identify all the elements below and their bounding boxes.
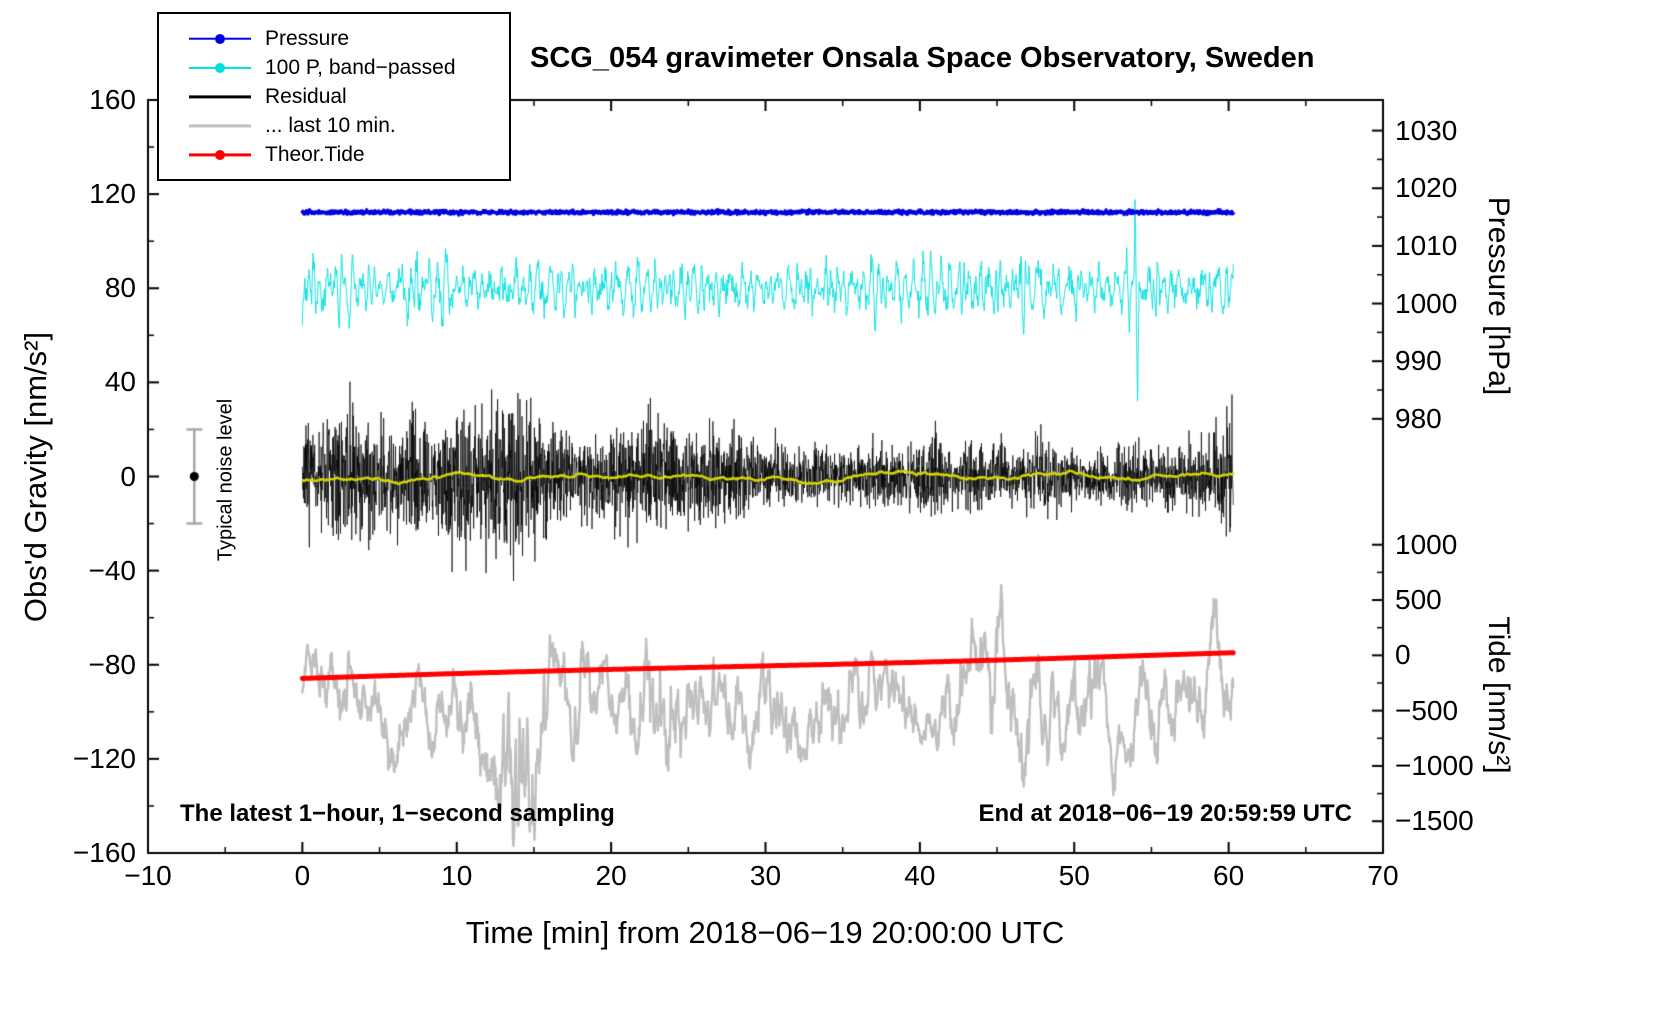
legend-label: Pressure bbox=[265, 26, 350, 50]
legend-label: Residual bbox=[265, 84, 347, 108]
legend-label: ... last 10 min. bbox=[265, 113, 396, 137]
pressure-axis-label: Pressure [hPa] bbox=[1482, 196, 1515, 396]
legend-marker-icon bbox=[189, 148, 251, 162]
x-axis-label: Time [min] from 2018−06−19 20:00:00 UTC bbox=[465, 915, 1065, 950]
legend-item-last-10-min: ... last 10 min. bbox=[189, 111, 509, 140]
legend-marker-icon bbox=[189, 61, 251, 75]
tide-axis-label: Tide [nm/s²] bbox=[1482, 616, 1515, 774]
legend-item-100-p-band-passed: 100 P, band−passed bbox=[189, 53, 509, 82]
legend-item-theor-tide: Theor.Tide bbox=[189, 140, 509, 169]
gravity-axis-label: Obs'd Gravity [nm/s²] bbox=[18, 331, 53, 623]
legend-label: Theor.Tide bbox=[265, 142, 365, 166]
legend: Pressure 100 P, band−passed Residual ... la… bbox=[157, 12, 511, 181]
sampling-annotation: The latest 1−hour, 1−second sampling bbox=[180, 800, 615, 827]
end-time-annotation: End at 2018−06−19 20:59:59 UTC bbox=[978, 800, 1352, 827]
legend-marker-icon bbox=[189, 119, 251, 133]
legend-marker-icon bbox=[189, 90, 251, 104]
noise-level-label: Typical noise level bbox=[214, 398, 237, 562]
chart-title: SCG_054 gravimeter Onsala Space Observat… bbox=[530, 42, 1315, 74]
legend-marker-icon bbox=[189, 32, 251, 46]
legend-label: 100 P, band−passed bbox=[265, 55, 456, 79]
legend-item-residual: Residual bbox=[189, 82, 509, 111]
legend-item-pressure: Pressure bbox=[189, 24, 509, 53]
